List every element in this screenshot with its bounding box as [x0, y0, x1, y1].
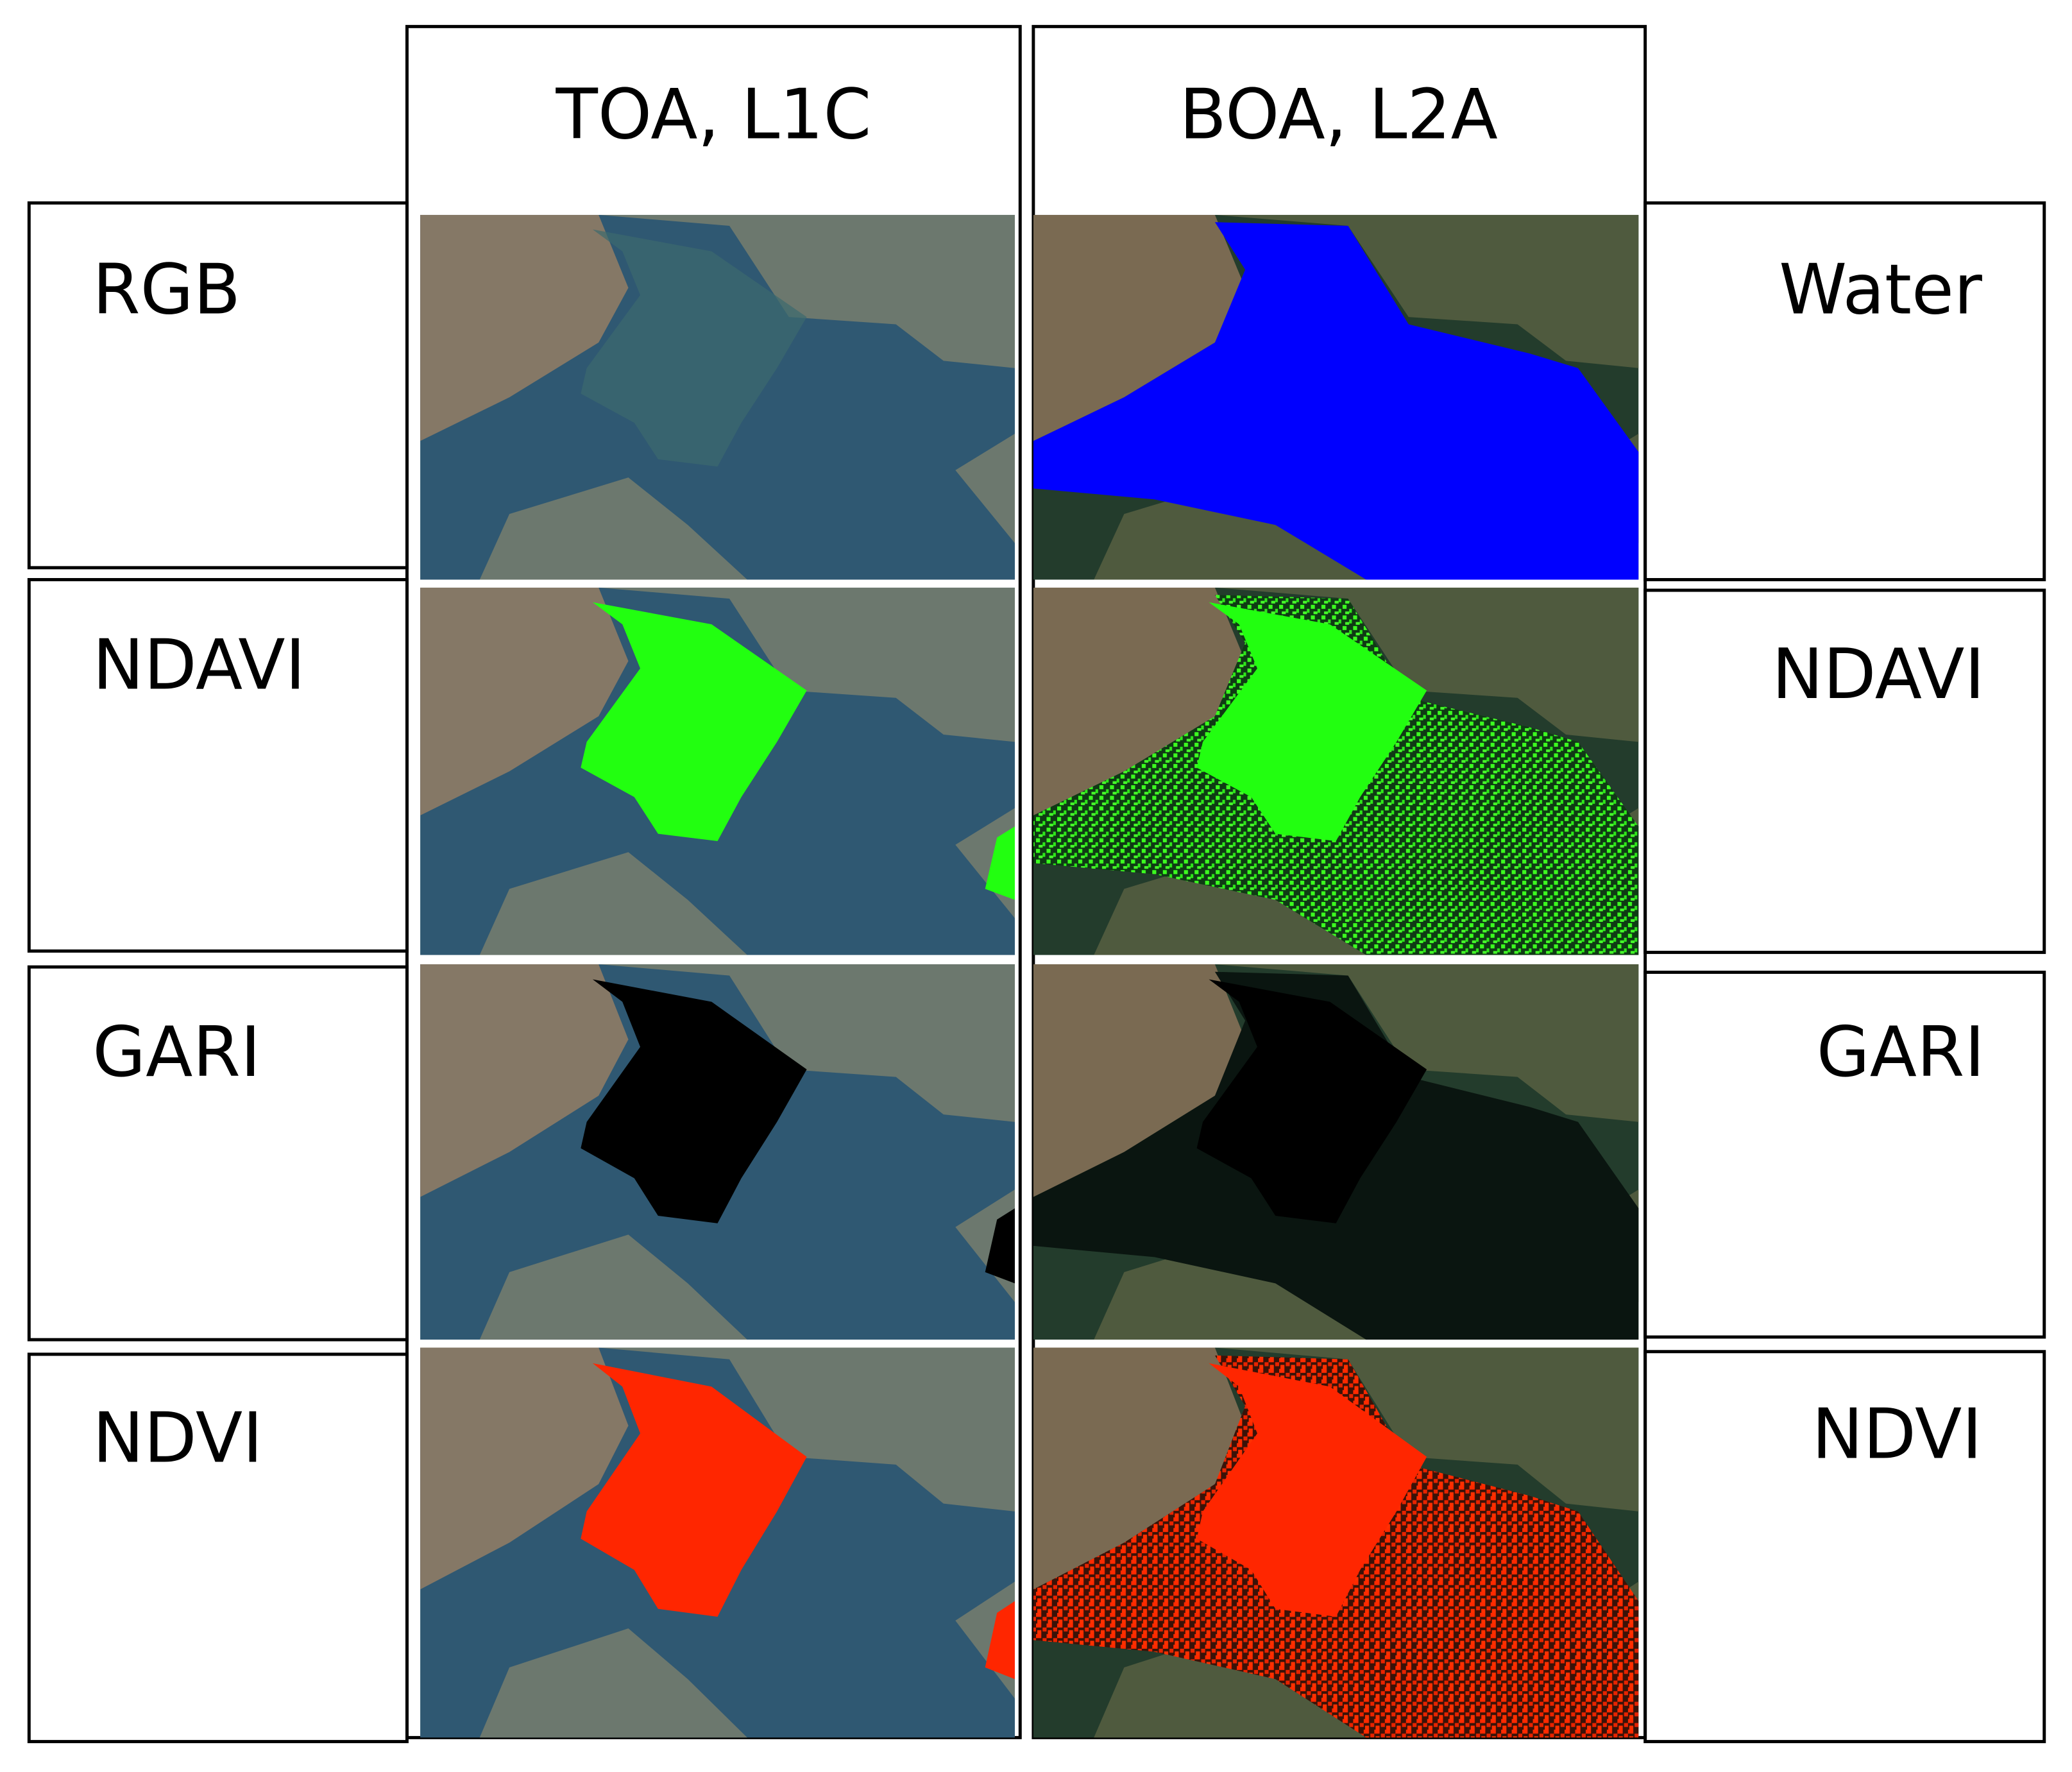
satellite-image	[420, 964, 1015, 1340]
row-label: GARI	[92, 1012, 260, 1093]
land	[420, 587, 629, 815]
land	[479, 1628, 747, 1738]
land	[599, 964, 1015, 1122]
land	[479, 1234, 747, 1340]
plume	[985, 1601, 1015, 1680]
land	[1214, 1347, 1639, 1512]
row-label: NDAVI	[1772, 635, 1985, 715]
land	[1214, 587, 1639, 742]
row-label: RGB	[92, 250, 241, 330]
satellite-image	[1033, 1347, 1639, 1738]
plume	[581, 1363, 807, 1617]
row-label: NDAVI	[92, 625, 305, 705]
plume	[985, 1208, 1015, 1284]
plume	[581, 979, 807, 1223]
land	[1033, 214, 1246, 441]
column-header: BOA, L2A	[1180, 74, 1498, 155]
satellite-image	[420, 587, 1015, 955]
land	[1214, 964, 1639, 1122]
land	[1033, 587, 1246, 815]
land	[479, 852, 747, 955]
land	[599, 1347, 1015, 1512]
land	[420, 964, 629, 1197]
row-label: NDVI	[1812, 1394, 1982, 1474]
plume	[985, 826, 1015, 900]
column-header: TOA, L1C	[555, 74, 871, 155]
satellite-image	[1033, 587, 1639, 955]
row-label: GARI	[1817, 1012, 1985, 1093]
plume	[581, 602, 807, 842]
satellite-image	[1033, 964, 1639, 1340]
row-label: NDVI	[92, 1399, 263, 1479]
water-mask	[1033, 222, 1639, 580]
land	[1033, 964, 1246, 1197]
left-boxes	[27, 201, 409, 1744]
land	[1094, 477, 1366, 580]
land	[1033, 1347, 1246, 1590]
land	[420, 1347, 629, 1590]
satellite-image	[420, 214, 1015, 580]
plume	[1196, 1363, 1427, 1617]
land	[1094, 1234, 1366, 1340]
land	[1094, 1628, 1366, 1738]
land	[599, 587, 1015, 742]
row-label: Water	[1779, 250, 1982, 330]
land	[1214, 214, 1639, 368]
land	[955, 434, 1015, 543]
land	[1094, 852, 1366, 955]
land	[420, 214, 629, 441]
satellite-image	[420, 1347, 1015, 1738]
plume	[1196, 602, 1427, 842]
land	[599, 214, 1015, 368]
image-panels	[420, 214, 1639, 1738]
right-boxes	[1643, 201, 2046, 1744]
plume	[1196, 979, 1427, 1223]
satellite-image	[1033, 214, 1639, 580]
plume	[581, 229, 807, 467]
land	[479, 477, 747, 580]
